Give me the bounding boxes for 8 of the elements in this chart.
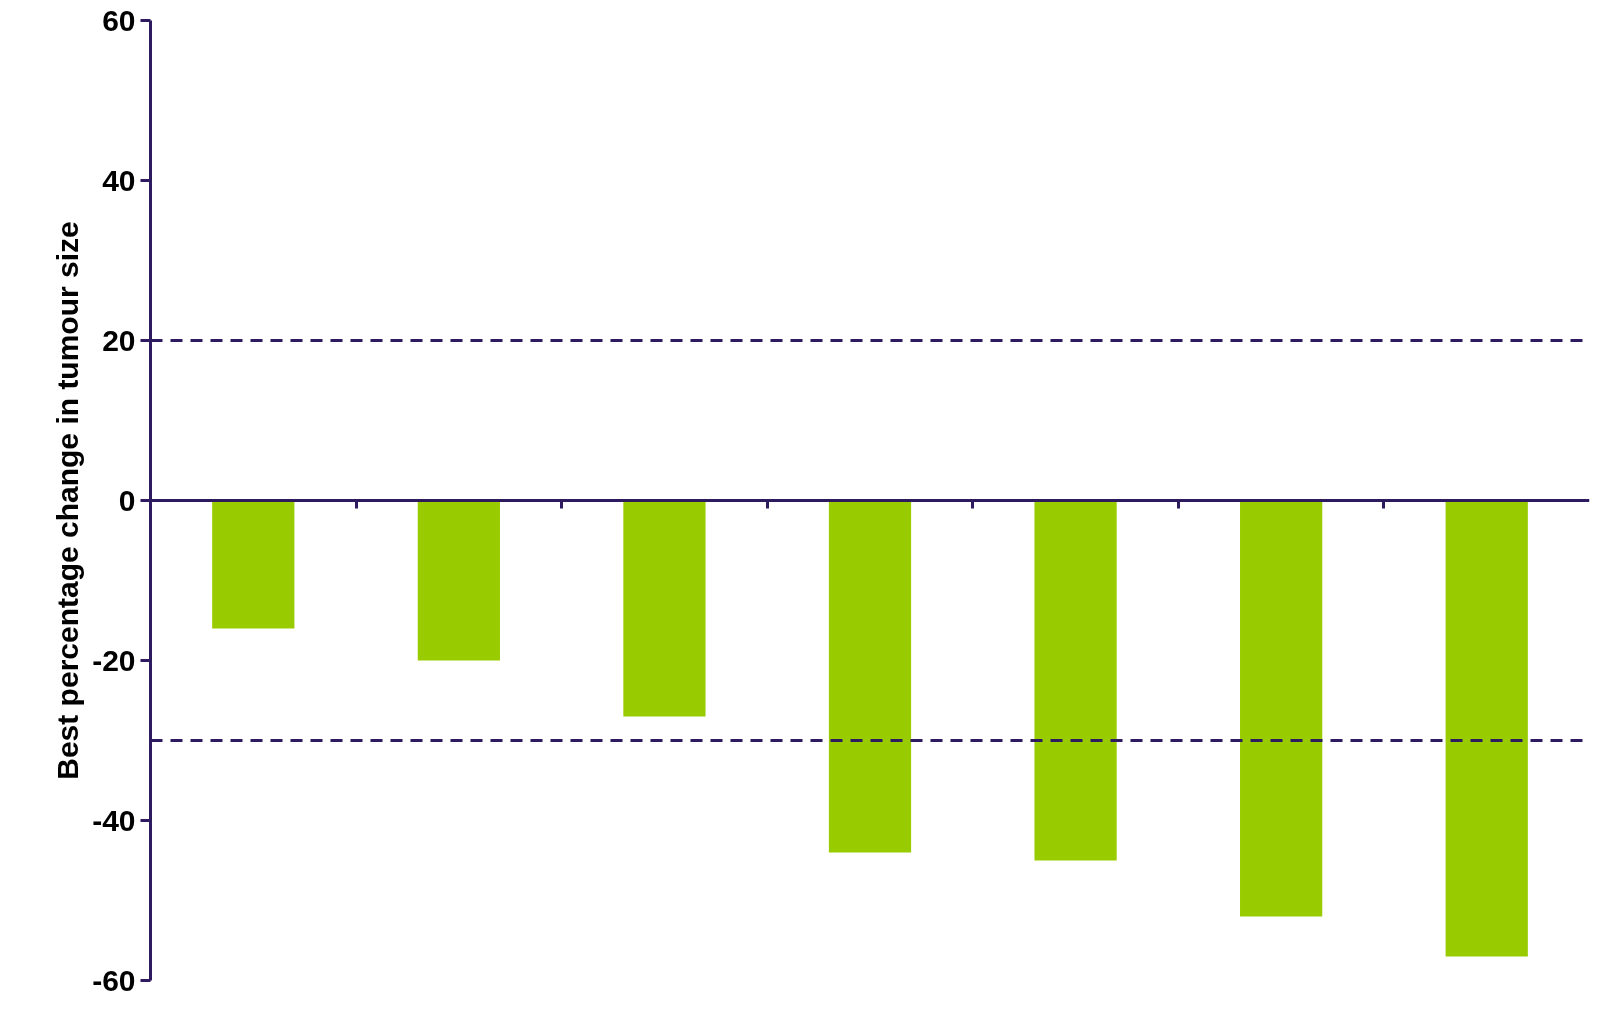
y-tick-label: -20 (92, 643, 136, 677)
y-tick-label: 40 (102, 163, 136, 197)
y-tick-label: 0 (118, 483, 136, 517)
y-tick-label: 60 (102, 3, 136, 37)
y-tick-label: -60 (92, 963, 136, 997)
y-tick-label: 20 (102, 323, 136, 357)
y-tick-label: -40 (92, 803, 136, 837)
y-axis-title: Best percentage change in tumour size (51, 221, 85, 780)
